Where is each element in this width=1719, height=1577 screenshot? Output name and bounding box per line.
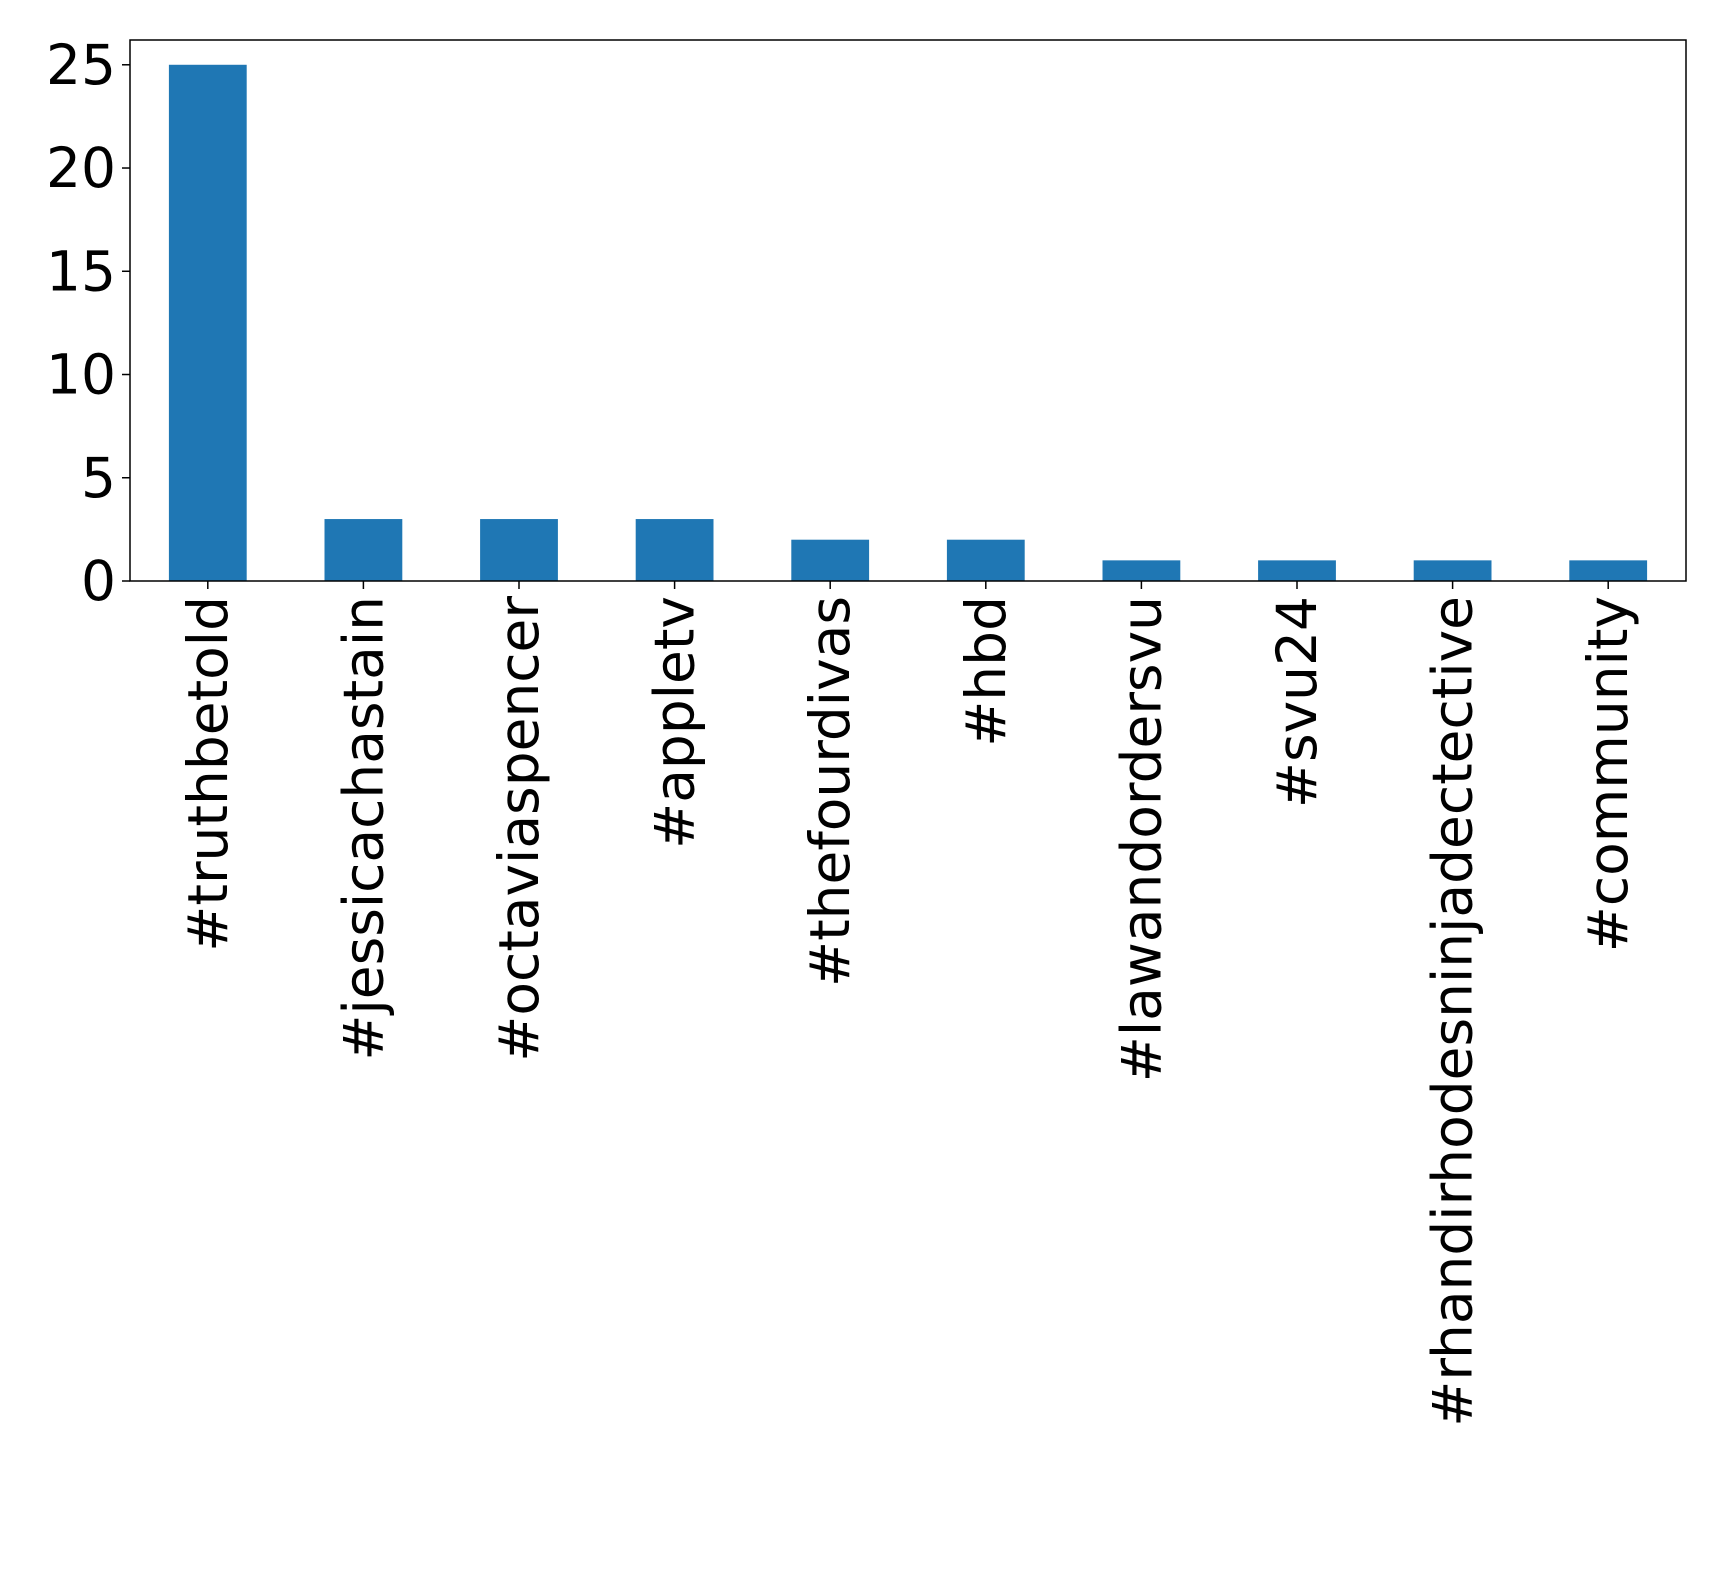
x-tick-label-3: #appletv: [643, 596, 707, 849]
x-tick-label-9: #community: [1576, 596, 1640, 952]
y-tick-label-0: 0: [81, 549, 116, 613]
bar-2: [480, 519, 558, 581]
y-axis: 0 5 10 15 20 25: [46, 33, 130, 613]
bar-3: [635, 519, 714, 581]
y-tick-label-4: 20: [46, 136, 116, 200]
y-tick-label-3: 15: [46, 239, 116, 303]
bar-4: [791, 539, 870, 581]
bar-8: [1413, 560, 1492, 581]
x-tick-label-0: #truthbetold: [176, 596, 240, 952]
plot-frame: [129, 39, 1687, 582]
bar-7: [1258, 560, 1336, 581]
bar-5: [946, 539, 1025, 581]
x-axis: #truthbetold #jessicachastain #octaviaspen…: [176, 581, 1640, 1427]
x-tick-label-7: #svu24: [1265, 596, 1329, 808]
x-tick-label-4: #thefourdivas: [798, 596, 862, 987]
x-tick-label-1: #jessicachastain: [331, 596, 395, 1061]
bar-9: [1569, 560, 1648, 581]
bar-6: [1102, 560, 1181, 581]
bar-0: [168, 64, 247, 581]
y-tick-label-1: 5: [81, 446, 116, 510]
x-tick-label-5: #hbd: [954, 596, 1018, 747]
x-tick-label-8: #rhandirhodesninjadectective: [1421, 596, 1485, 1427]
bars-layer: [168, 64, 1648, 581]
y-tick-label-2: 10: [46, 343, 116, 407]
x-tick-label-2: #octaviaspencer: [487, 596, 551, 1062]
bar-1: [324, 519, 403, 581]
y-tick-label-5: 25: [46, 33, 116, 97]
x-tick-label-6: #lawandordersvu: [1109, 596, 1173, 1082]
